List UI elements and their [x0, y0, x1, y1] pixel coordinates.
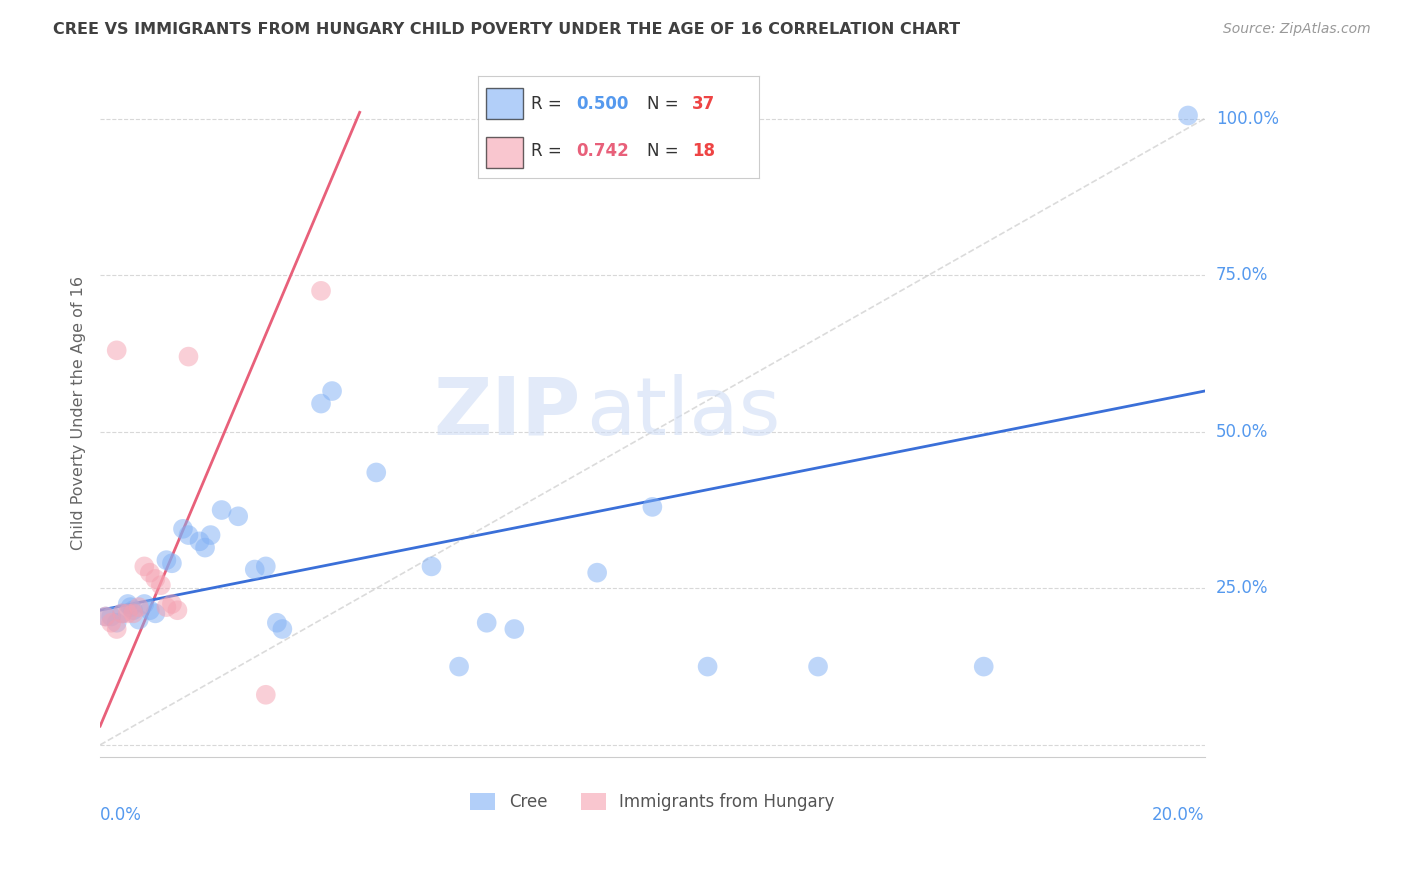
Text: N =: N =	[647, 95, 683, 112]
Point	[143, 572, 166, 586]
Point	[94, 609, 117, 624]
Point	[503, 622, 526, 636]
Point	[134, 559, 156, 574]
Text: 0.0%: 0.0%	[100, 805, 142, 823]
Point	[177, 528, 200, 542]
Point	[105, 622, 128, 636]
Point	[254, 559, 277, 574]
Point	[128, 600, 150, 615]
Point	[117, 597, 139, 611]
Point	[94, 609, 117, 624]
Point	[122, 603, 145, 617]
Point	[120, 600, 142, 615]
Point	[807, 659, 830, 673]
Text: atlas: atlas	[586, 374, 780, 452]
Text: 50.0%: 50.0%	[1216, 423, 1268, 441]
Point	[309, 396, 332, 410]
Point	[160, 597, 183, 611]
Point	[194, 541, 217, 555]
Point	[586, 566, 609, 580]
Point	[172, 522, 194, 536]
Point	[166, 603, 188, 617]
Point	[309, 284, 332, 298]
Point	[139, 603, 162, 617]
Text: 0.742: 0.742	[576, 142, 630, 160]
Point	[111, 607, 134, 621]
Point	[449, 659, 471, 673]
Text: 100.0%: 100.0%	[1216, 110, 1278, 128]
Point	[134, 597, 156, 611]
Point	[366, 466, 388, 480]
Text: 0.500: 0.500	[576, 95, 628, 112]
Point	[139, 566, 162, 580]
Point	[100, 615, 122, 630]
Text: R =: R =	[531, 142, 568, 160]
Text: 20.0%: 20.0%	[1152, 805, 1205, 823]
Point	[1177, 108, 1199, 122]
Text: CREE VS IMMIGRANTS FROM HUNGARY CHILD POVERTY UNDER THE AGE OF 16 CORRELATION CH: CREE VS IMMIGRANTS FROM HUNGARY CHILD PO…	[53, 22, 960, 37]
Point	[117, 607, 139, 621]
Point	[420, 559, 443, 574]
Point	[254, 688, 277, 702]
Text: 75.0%: 75.0%	[1216, 266, 1268, 285]
Text: Source: ZipAtlas.com: Source: ZipAtlas.com	[1223, 22, 1371, 37]
FancyBboxPatch shape	[486, 88, 523, 119]
Point	[271, 622, 294, 636]
Point	[973, 659, 995, 673]
Point	[266, 615, 288, 630]
FancyBboxPatch shape	[486, 137, 523, 168]
Text: R =: R =	[531, 95, 568, 112]
Point	[122, 607, 145, 621]
Point	[226, 509, 249, 524]
Point	[177, 350, 200, 364]
Point	[243, 562, 266, 576]
Point	[641, 500, 664, 514]
Point	[100, 609, 122, 624]
Text: 18: 18	[692, 142, 714, 160]
Text: 37: 37	[692, 95, 716, 112]
Point	[211, 503, 233, 517]
Point	[200, 528, 222, 542]
Point	[105, 343, 128, 358]
Point	[149, 578, 172, 592]
Text: 25.0%: 25.0%	[1216, 579, 1268, 598]
Legend: Cree, Immigrants from Hungary: Cree, Immigrants from Hungary	[464, 787, 841, 818]
Point	[160, 556, 183, 570]
Point	[321, 384, 343, 398]
Point	[143, 607, 166, 621]
Point	[155, 553, 177, 567]
Point	[111, 607, 134, 621]
Point	[696, 659, 718, 673]
Point	[188, 534, 211, 549]
Point	[105, 615, 128, 630]
Point	[475, 615, 498, 630]
Text: N =: N =	[647, 142, 683, 160]
Point	[128, 613, 150, 627]
Y-axis label: Child Poverty Under the Age of 16: Child Poverty Under the Age of 16	[72, 276, 86, 550]
Text: ZIP: ZIP	[433, 374, 581, 452]
Point	[155, 600, 177, 615]
